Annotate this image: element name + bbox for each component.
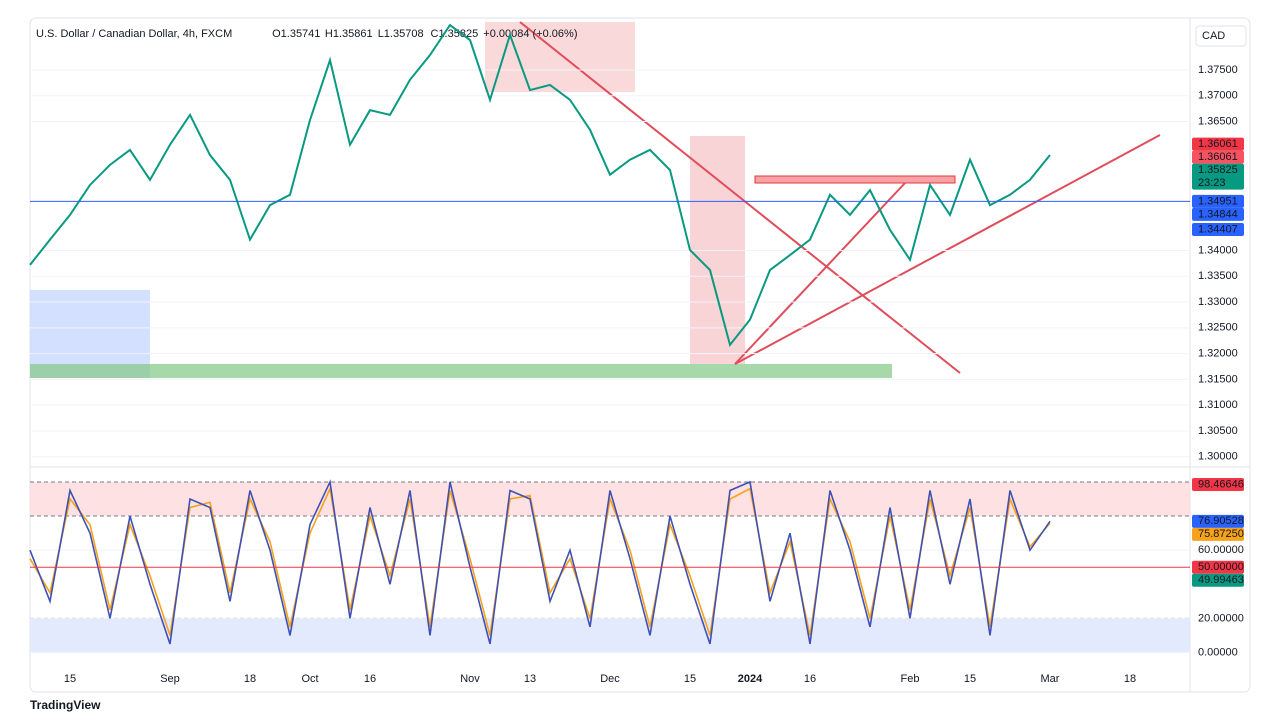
y-tick-label: 1.30500 xyxy=(1198,425,1238,437)
x-tick-label: Nov xyxy=(460,673,480,685)
ohlc-value: H1.35861 xyxy=(325,28,373,40)
price-label-box xyxy=(1192,150,1244,164)
zone xyxy=(30,290,150,378)
y-tick-label: 1.30000 xyxy=(1198,451,1238,463)
y-tick-label: 60.00000 xyxy=(1198,544,1244,556)
y-tick-label: 1.31500 xyxy=(1198,373,1238,385)
price-label-box xyxy=(1192,527,1244,541)
series-line xyxy=(29,23,1051,348)
currency[interactable]: CAD xyxy=(1202,30,1225,42)
y-tick-label: 1.32000 xyxy=(1198,348,1238,360)
price-label: 1.36061 xyxy=(1198,138,1238,150)
trend-line xyxy=(519,21,961,374)
x-tick-label: 15 xyxy=(964,673,976,685)
price-label-box xyxy=(1192,137,1244,151)
x-tick-label: 15 xyxy=(64,673,76,685)
x-tick-label: 13 xyxy=(524,673,536,685)
x-tick-label: Feb xyxy=(901,673,920,685)
x-tick-label: Oct xyxy=(301,673,318,685)
currency-box[interactable] xyxy=(1195,25,1247,47)
y-tick-label: 0.00000 xyxy=(1198,646,1238,658)
price-label: 76.90528 xyxy=(1198,515,1244,527)
x-tick-label: 16 xyxy=(804,673,816,685)
trend-line xyxy=(734,134,1161,365)
price-label-box xyxy=(1192,478,1244,492)
ohlc-value: L1.35708 xyxy=(378,28,424,40)
y-tick-label: 1.36500 xyxy=(1198,115,1238,127)
ohlc-value: +0.00084 (+0.06%) xyxy=(483,28,577,40)
band xyxy=(30,618,1190,653)
y-tick-label: 1.33500 xyxy=(1198,270,1238,282)
price-label: 1.34844 xyxy=(1198,208,1238,220)
price-label: 1.34951 xyxy=(1198,195,1238,207)
x-tick-label: Dec xyxy=(600,673,620,685)
y-tick-label: 1.33000 xyxy=(1198,296,1238,308)
countdown: 23:23 xyxy=(1198,177,1226,189)
price-label: 1.34407 xyxy=(1198,223,1238,235)
zone xyxy=(30,364,892,378)
y-tick-label: 1.37500 xyxy=(1198,64,1238,76)
y-tick-label: 20.00000 xyxy=(1198,612,1244,624)
ohlc-value: C1.35825 xyxy=(431,28,479,40)
price-label-box xyxy=(1192,560,1244,574)
y-tick-label: 1.37000 xyxy=(1198,90,1238,102)
price-label-box xyxy=(1192,194,1244,208)
price-label-box xyxy=(1192,163,1244,190)
price-label: 98.46646 xyxy=(1198,478,1244,490)
chart-title: U.S. Dollar / Canadian Dollar, 4h, FXCM xyxy=(36,28,232,40)
y-tick-label: 1.31000 xyxy=(1198,399,1238,411)
price-label-box xyxy=(1192,514,1244,528)
price-label-box xyxy=(1192,222,1244,236)
x-tick-label: 15 xyxy=(684,673,696,685)
price-label: 1.35825 xyxy=(1198,164,1238,176)
logo[interactable]: TradingView xyxy=(30,698,101,712)
price-label: 50.00000 xyxy=(1198,561,1244,573)
x-tick-label: 16 xyxy=(364,673,376,685)
x-tick-label: Mar xyxy=(1041,673,1060,685)
x-tick-label: 2024 xyxy=(738,673,763,685)
x-tick-label: 18 xyxy=(244,673,256,685)
x-tick-label: 18 xyxy=(1124,673,1136,685)
y-tick-label: 1.34000 xyxy=(1198,244,1238,256)
x-tick-label: Sep xyxy=(160,673,180,685)
zone xyxy=(754,175,956,184)
ohlc-value: O1.35741 xyxy=(272,28,320,40)
y-tick-label: 1.32500 xyxy=(1198,322,1238,334)
price-label: 49.99463 xyxy=(1198,574,1244,586)
price-label-box xyxy=(1192,573,1244,587)
price-label: 1.36061 xyxy=(1198,151,1238,163)
price-label: 75.87250 xyxy=(1198,528,1244,540)
trend-line xyxy=(734,182,906,365)
price-label-box xyxy=(1192,207,1244,221)
